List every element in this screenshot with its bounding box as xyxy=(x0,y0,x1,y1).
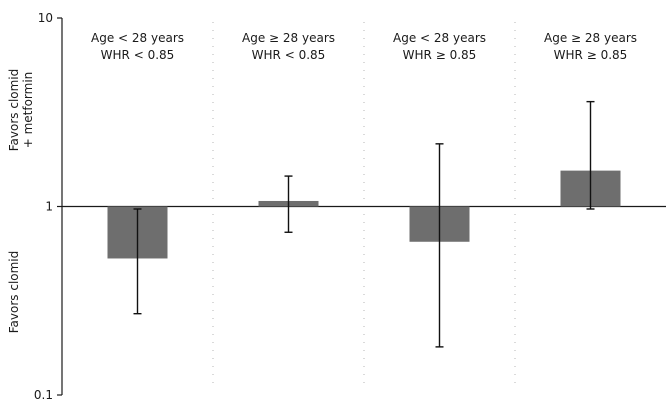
category-label-line1: Age < 28 years xyxy=(393,31,486,45)
category-label-line2: WHR ≥ 0.85 xyxy=(403,48,477,62)
y-tick-label: 10 xyxy=(38,11,53,25)
category-label-line1: Age < 28 years xyxy=(91,31,184,45)
category-label-line2: WHR < 0.85 xyxy=(101,48,175,62)
y-tick-label: 1 xyxy=(45,200,53,214)
favors-clomid-metformin-label: Favors clomid xyxy=(7,69,21,152)
y-tick-label: 0.1 xyxy=(34,388,53,401)
favors-clomid-label: Favors clomid xyxy=(7,251,21,334)
category-label-line2: WHR < 0.85 xyxy=(252,48,326,62)
category-label-line1: Age ≥ 28 years xyxy=(242,31,335,45)
category-label-line1: Age ≥ 28 years xyxy=(544,31,637,45)
category-label-line2: WHR ≥ 0.85 xyxy=(554,48,628,62)
favors-clomid-metformin-label: + metformin xyxy=(21,72,35,149)
